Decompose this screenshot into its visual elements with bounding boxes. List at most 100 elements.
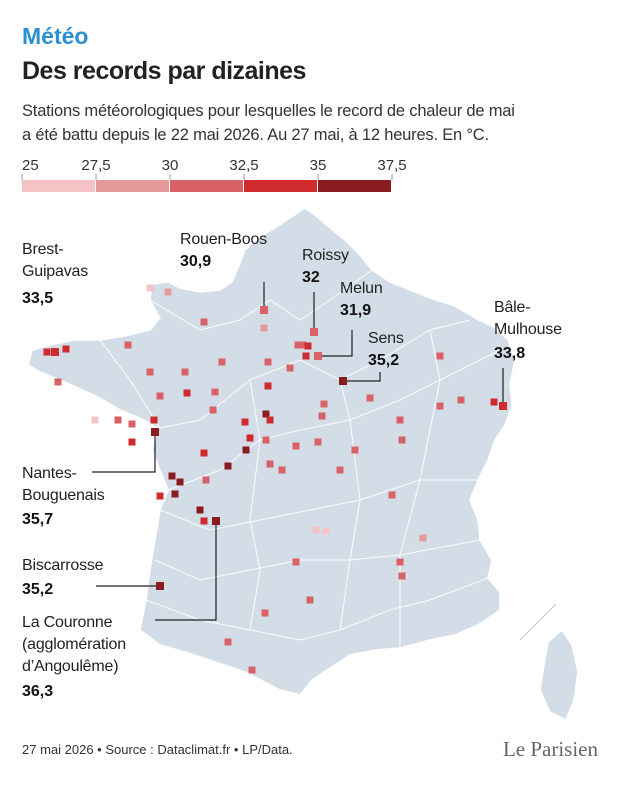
legend-swatch — [318, 180, 391, 192]
station-mark — [299, 341, 307, 349]
station-name: Brest- — [22, 241, 63, 258]
station-mark — [200, 449, 208, 457]
kicker: Météo — [22, 23, 88, 49]
station-mark — [196, 506, 204, 514]
station-mark — [306, 596, 314, 604]
station-name: Sens — [368, 330, 404, 347]
station-name: Bâle- — [494, 299, 530, 316]
subtitle-line: Stations météorologiques pour lesquelles… — [22, 102, 515, 120]
station-mark — [398, 572, 406, 580]
station-mark — [312, 526, 320, 534]
station-mark — [262, 436, 270, 444]
leader-line — [92, 436, 156, 473]
station-mark — [146, 368, 154, 376]
station-mark — [261, 609, 269, 617]
station-mark — [241, 418, 249, 426]
station-mark — [128, 420, 136, 428]
station-mark — [396, 558, 404, 566]
station-mark — [302, 352, 310, 360]
legend-tick-label: 30 — [162, 157, 179, 174]
station-mark — [278, 466, 286, 474]
station-value: 30,9 — [180, 253, 211, 270]
station-mark — [218, 358, 226, 366]
station-name: (agglomération — [22, 636, 126, 653]
station-mark — [224, 462, 232, 470]
station-mark — [202, 476, 210, 484]
logo: Le Parisien — [503, 737, 599, 761]
station-name: Nantes- — [22, 465, 77, 482]
station-mark — [209, 406, 217, 414]
legend-tick-label: 27,5 — [81, 157, 110, 174]
station-mark — [322, 527, 330, 535]
station-mark — [181, 368, 189, 376]
france-outline — [27, 207, 516, 696]
station-mark — [339, 377, 347, 385]
station-mark — [266, 416, 274, 424]
station-name: Roissy — [302, 247, 349, 264]
station-mark — [264, 358, 272, 366]
station-mark — [336, 466, 344, 474]
footer-source: 27 mai 2026 • Source : Dataclimat.fr • L… — [22, 742, 293, 757]
station-mark — [264, 382, 272, 390]
station-mark — [457, 396, 465, 404]
leader-line — [155, 525, 217, 621]
leader-line — [322, 330, 353, 357]
station-mark — [286, 364, 294, 372]
station-value: 36,3 — [22, 683, 53, 700]
station-mark — [314, 438, 322, 446]
station-mark — [388, 491, 396, 499]
station-mark — [156, 392, 164, 400]
legend-swatch — [244, 180, 317, 192]
station-mark — [54, 378, 62, 386]
station-name: Melun — [340, 280, 383, 297]
station-value: 35,2 — [368, 352, 399, 369]
map — [27, 207, 579, 722]
legend-tick-label: 25 — [22, 157, 39, 174]
station-mark — [114, 416, 122, 424]
title: Des records par dizaines — [22, 57, 306, 85]
inset-divider — [519, 603, 557, 641]
station-mark — [171, 490, 179, 498]
legend: 25 27,5 30 32,5 35 37,5 — [21, 157, 407, 192]
station-value: 32 — [302, 269, 320, 286]
station-mark — [200, 517, 208, 525]
station-value: 33,5 — [22, 290, 53, 307]
station-mark — [146, 284, 154, 292]
station-mark — [436, 402, 444, 410]
station-mark — [91, 416, 99, 424]
station-mark — [292, 442, 300, 450]
station-mark — [248, 666, 256, 674]
station-mark — [490, 398, 498, 406]
station-mark — [499, 402, 507, 410]
station-mark — [320, 400, 328, 408]
station-name: Guipavas — [22, 263, 88, 280]
region-borders — [99, 269, 501, 648]
legend-tick-label: 35 — [310, 157, 327, 174]
station-name: Bouguenais — [22, 487, 105, 504]
station-name: La Couronne — [22, 614, 113, 631]
station-mark — [292, 558, 300, 566]
legend-swatch — [96, 180, 169, 192]
station-value: 35,7 — [22, 511, 53, 528]
station-mark — [124, 341, 132, 349]
station-mark — [246, 434, 254, 442]
station-mark — [266, 460, 274, 468]
station-mark — [211, 388, 219, 396]
station-mark — [168, 472, 176, 480]
station-mark — [150, 416, 158, 424]
station-value: 33,8 — [494, 345, 525, 362]
station-mark — [242, 446, 250, 454]
corsica-outline — [539, 628, 579, 722]
station-mark — [314, 352, 322, 360]
station-mark — [351, 446, 359, 454]
station-mark — [260, 306, 268, 314]
station-mark — [212, 517, 220, 525]
station-name: Biscarrosse — [22, 557, 104, 574]
station-mark — [318, 412, 326, 420]
station-mark — [183, 389, 191, 397]
station-mark — [436, 352, 444, 360]
station-mark — [398, 436, 406, 444]
legend-tick-label: 32,5 — [229, 157, 258, 174]
station-mark — [366, 394, 374, 402]
